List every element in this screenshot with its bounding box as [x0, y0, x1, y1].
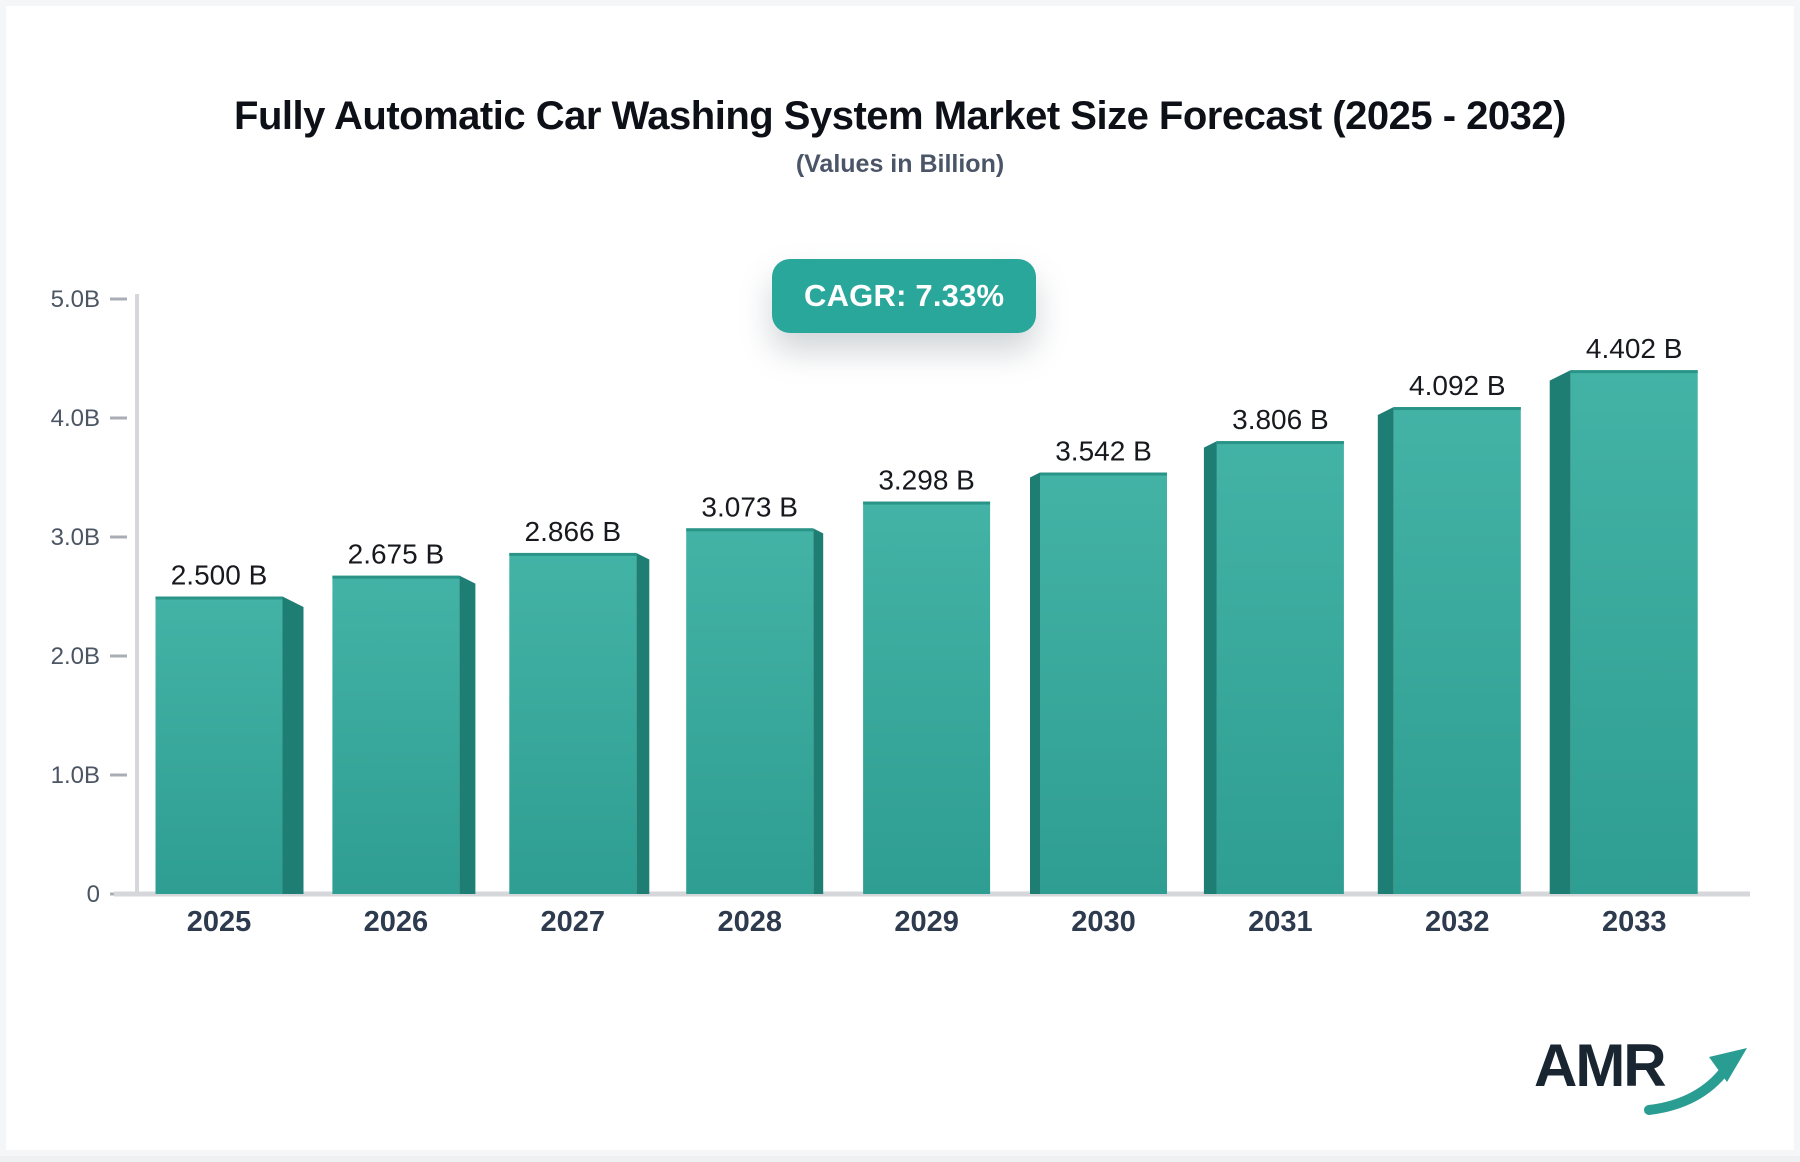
y-tick-label: 1.0B [51, 762, 100, 789]
bar-top-edge [1040, 472, 1167, 476]
bar-side-3d [813, 528, 824, 894]
trend-up-arrow-icon [1643, 1048, 1747, 1115]
bar-top-edge [686, 528, 814, 532]
bar-face [1393, 407, 1521, 894]
amr-logo-text: AMR [1534, 1032, 1667, 1099]
y-tick-label: 5.0B [51, 286, 100, 313]
bar-value-label: 4.402 B [1586, 333, 1683, 364]
bar-top-edge [1570, 370, 1698, 374]
bar-value-label: 2.500 B [171, 560, 268, 591]
bar-value-label: 3.298 B [878, 465, 975, 496]
bar-group-2031: 3.806 B 2031 [1203, 404, 1344, 938]
bar-group-2029: 3.298 B 2029 [863, 465, 991, 938]
bar-top-edge [1216, 441, 1344, 445]
x-category-label: 2027 [541, 906, 606, 938]
bar-top-edge [155, 596, 283, 600]
bar-group-2033: 4.402 B 2033 [1549, 333, 1698, 938]
bar-value-label: 2.675 B [348, 539, 445, 570]
bar-side-3d [1377, 407, 1394, 894]
bar-group-2028: 3.073 B 2028 [686, 491, 824, 938]
x-category-label: 2033 [1602, 906, 1667, 938]
x-category-label: 2025 [187, 906, 252, 938]
bar-top-edge [1393, 407, 1521, 411]
x-category-label: 2026 [364, 906, 429, 938]
cagr-badge: CAGR: 7.33% [772, 259, 1037, 333]
y-tick-label: 3.0B [51, 524, 100, 551]
x-category-label: 2031 [1248, 906, 1313, 938]
y-tick-label: 4.0B [51, 405, 100, 432]
bar-value-label: 3.073 B [701, 491, 798, 522]
bar-side-3d [1549, 370, 1571, 894]
bar-face [1570, 370, 1698, 894]
bar-value-label: 3.806 B [1232, 404, 1329, 435]
bar-face [1216, 441, 1344, 894]
bar-group-2032: 4.092 B 2032 [1377, 370, 1521, 938]
bar-group-2027: 2.866 B 2027 [509, 516, 650, 938]
bar-top-edge [863, 501, 991, 505]
bar-face [155, 596, 283, 894]
chart-title: Fully Automatic Car Washing System Marke… [234, 94, 1566, 138]
bar-side-3d [1030, 472, 1040, 894]
bar-side-3d [459, 575, 476, 894]
bar-face [686, 528, 814, 894]
amr-logo: AMR [1534, 1036, 1755, 1118]
x-category-label: 2032 [1425, 906, 1490, 938]
y-tick-label: 2.0B [51, 643, 100, 670]
x-category-label: 2028 [717, 906, 782, 938]
bar-side-3d [282, 596, 304, 894]
bar-face [863, 501, 991, 894]
bar-group-2026: 2.675 B 2026 [332, 539, 476, 938]
bar-side-3d [1203, 441, 1217, 894]
bar-top-edge [509, 552, 637, 556]
bar-value-label: 3.542 B [1055, 436, 1152, 467]
bar-face [1040, 472, 1167, 894]
bar-group-2030: 3.542 B 2030 [1030, 436, 1167, 938]
y-tick-label: 0 [87, 881, 100, 908]
x-category-label: 2030 [1071, 906, 1136, 938]
bar-value-label: 4.092 B [1409, 370, 1506, 401]
bar-face [332, 575, 460, 894]
bar-face [509, 552, 637, 894]
chart-subtitle: (Values in Billion) [795, 150, 1005, 178]
bar-side-3d [636, 552, 650, 894]
bar-group-2025: 2.500 B 2025 [155, 560, 304, 938]
bar-value-label: 2.866 B [525, 516, 622, 547]
x-category-label: 2029 [894, 906, 959, 938]
bar-top-edge [332, 575, 460, 579]
